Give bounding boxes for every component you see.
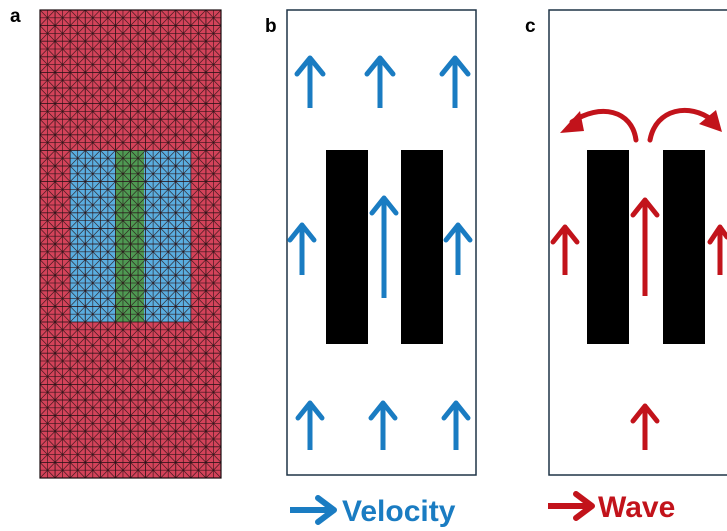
wave-legend: Wave [548,491,675,524]
wave-curved-arrow-right [647,107,722,143]
velocity-legend-label: Velocity [342,495,456,528]
right-block [401,150,443,344]
left-block [326,150,368,344]
left-block [587,150,629,344]
velocity-arrow [294,55,326,108]
wave-panel-frame [548,9,727,476]
wave-arrow [630,403,660,450]
velocity-panel [286,9,477,476]
wave-curved-arrow-left [560,108,639,143]
panel-a-label: a [10,6,21,27]
velocity-arrow [364,55,396,108]
wave-arrow [550,224,580,275]
wave-legend-label: Wave [598,491,675,524]
panel-c-label: c [525,16,536,37]
velocity-arrow [295,400,325,450]
velocity-arrow [368,400,398,450]
arrow-right-icon [315,495,337,525]
wave-panel [548,9,727,476]
panel-b-label: b [265,16,277,37]
mesh-border [39,9,222,479]
velocity-legend: Velocity [290,495,456,528]
mesh-lines [39,9,222,479]
velocity-arrow-center [369,195,399,298]
wave-arrow-center [630,197,660,296]
right-block [663,150,705,344]
mesh-panel [39,9,222,479]
velocity-arrow [441,400,471,450]
velocity-arrow [443,222,473,275]
velocity-panel-frame [286,9,477,476]
velocity-arrow [439,55,471,108]
arrow-right-icon [573,491,595,521]
wave-arrow [707,224,727,275]
velocity-arrow [287,222,317,275]
